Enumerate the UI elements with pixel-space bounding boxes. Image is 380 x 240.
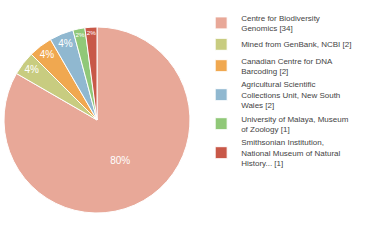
svg-text:2%: 2% (75, 31, 84, 38)
svg-text:4%: 4% (24, 64, 39, 75)
svg-text:Centre for BiodiversityGenomic: Centre for BiodiversityGenomics [34] (241, 14, 320, 33)
svg-text:University of Malaya, Museumof: University of Malaya, Museumof Zoology [… (241, 115, 348, 134)
svg-text:80%: 80% (110, 155, 130, 166)
svg-text:Agricultural ScientificCollect: Agricultural ScientificCollections Unit,… (241, 80, 340, 110)
svg-text:Canadian Centre for DNABarcodi: Canadian Centre for DNABarcoding [2] (241, 57, 333, 76)
svg-text:Mined from GenBank, NCBI [2]: Mined from GenBank, NCBI [2] (241, 40, 351, 49)
svg-text:2%: 2% (87, 29, 96, 36)
svg-text:Smithsonian Institution,Nation: Smithsonian Institution,National Museum … (241, 138, 340, 168)
svg-text:4%: 4% (58, 38, 73, 49)
svg-text:4%: 4% (40, 49, 55, 60)
